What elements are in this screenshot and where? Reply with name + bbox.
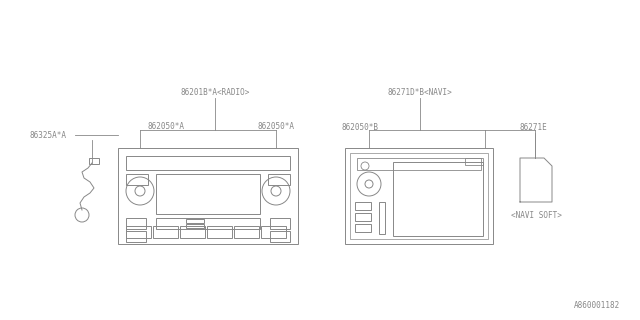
Bar xyxy=(465,158,483,165)
Text: 862050*A: 862050*A xyxy=(258,122,295,131)
Bar xyxy=(261,226,286,238)
Bar xyxy=(153,226,178,238)
Bar xyxy=(126,231,146,242)
Bar xyxy=(186,224,204,228)
Bar xyxy=(234,226,259,238)
Bar xyxy=(355,213,371,221)
Text: 86271E: 86271E xyxy=(520,123,548,132)
Bar xyxy=(357,158,481,170)
Bar xyxy=(118,148,298,244)
Bar xyxy=(379,202,385,234)
Bar xyxy=(207,226,232,238)
Bar xyxy=(355,202,371,210)
Text: 862050*A: 862050*A xyxy=(148,122,185,131)
Text: 86325A*A: 86325A*A xyxy=(30,131,67,140)
Bar xyxy=(345,148,493,244)
Bar xyxy=(350,153,488,239)
Text: <NAVI SOFT>: <NAVI SOFT> xyxy=(511,211,561,220)
Bar xyxy=(156,218,260,229)
Bar xyxy=(186,219,204,223)
Bar xyxy=(126,174,148,185)
Bar xyxy=(270,231,290,242)
Text: A860001182: A860001182 xyxy=(573,300,620,309)
Bar xyxy=(270,218,290,229)
Bar xyxy=(89,158,99,164)
Bar xyxy=(180,226,205,238)
Bar xyxy=(126,156,290,170)
Bar xyxy=(268,174,290,185)
Text: 86201B*A<RADIO>: 86201B*A<RADIO> xyxy=(180,87,250,97)
Text: 86271D*B<NAVI>: 86271D*B<NAVI> xyxy=(388,87,452,97)
Bar xyxy=(126,218,146,229)
Bar xyxy=(393,162,483,236)
Text: 862050*B: 862050*B xyxy=(341,123,378,132)
Bar xyxy=(355,224,371,232)
Bar xyxy=(126,226,151,238)
Bar xyxy=(156,174,260,214)
